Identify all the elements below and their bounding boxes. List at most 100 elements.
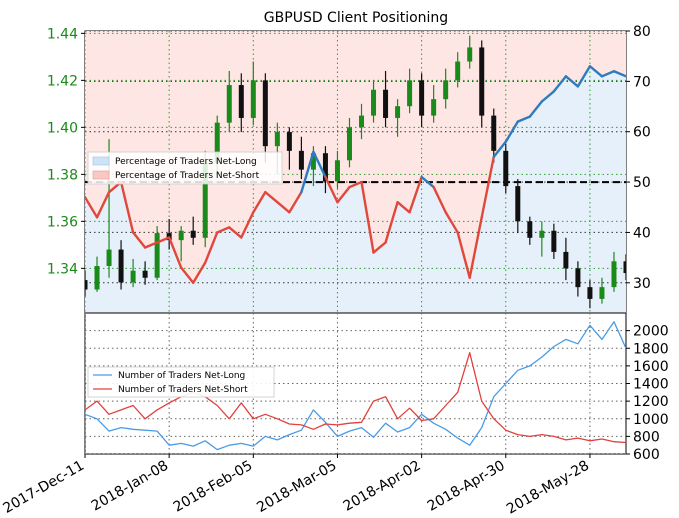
candle-body bbox=[611, 261, 617, 288]
net-long-percent-segment bbox=[552, 75, 568, 93]
net-long-percent-segment bbox=[300, 150, 315, 194]
candle-body bbox=[118, 249, 124, 283]
candle-body bbox=[479, 47, 485, 116]
candle-body bbox=[142, 270, 148, 278]
net-long-percent-segment bbox=[143, 241, 159, 249]
candle-body bbox=[85, 280, 88, 290]
candle-body bbox=[250, 80, 256, 118]
candle-body bbox=[575, 268, 581, 288]
net-long-percent-segment bbox=[432, 185, 447, 214]
percent-tick-label: 80 bbox=[633, 24, 651, 40]
candle-body bbox=[623, 261, 626, 274]
candle-body bbox=[310, 153, 316, 170]
candle-body bbox=[539, 230, 545, 238]
net-long-percent-segment bbox=[480, 155, 495, 219]
net-long-percent-area bbox=[85, 66, 626, 313]
price-panel: 1.34 1.36 1.38 1.40 1.42 1.44 30 40 50 60 70 80 Pe… bbox=[47, 24, 651, 314]
net-long-percent-segment bbox=[360, 180, 375, 254]
candle-body bbox=[419, 80, 425, 116]
percent-axis: 30 40 50 60 70 80 bbox=[626, 24, 651, 292]
candle-body bbox=[130, 270, 136, 283]
net-long-percent-segment bbox=[564, 75, 580, 88]
percent-area-layer bbox=[85, 31, 626, 313]
count-panel-legend: Number of Traders Net-Long Number of Tra… bbox=[87, 366, 275, 398]
candle-body bbox=[395, 106, 401, 118]
net-long-percent-segment bbox=[420, 175, 435, 189]
percent-tick-label: 40 bbox=[633, 225, 651, 241]
candle-body bbox=[551, 230, 557, 252]
net-long-percent-segment bbox=[456, 231, 471, 279]
candle-body bbox=[274, 132, 280, 147]
price-grid bbox=[85, 31, 626, 313]
net-long-percent-segment bbox=[468, 216, 483, 279]
candle-body bbox=[226, 85, 232, 123]
net-long-percent-segment bbox=[252, 190, 267, 214]
candle-body bbox=[94, 266, 100, 290]
count-lines bbox=[85, 321, 626, 451]
net-long-percent-segment bbox=[372, 241, 387, 254]
candle-body bbox=[491, 115, 497, 151]
net-long-percent-segment bbox=[119, 180, 135, 234]
net-long-percent-segment bbox=[576, 65, 592, 88]
date-axis: 2017-Dec-11 2018-Jan-08 2018-Feb-05 2018-Ma… bbox=[1, 454, 592, 518]
candle-body bbox=[286, 132, 292, 151]
count-tick-label: 600 bbox=[633, 447, 660, 463]
net-long-percent-segment bbox=[155, 236, 171, 244]
date-tick-label: 2018-Jan-08 bbox=[89, 458, 171, 515]
candle-body bbox=[238, 85, 244, 118]
net-short-count-line bbox=[85, 352, 626, 444]
candle-body bbox=[214, 122, 220, 163]
percent-tick-label: 70 bbox=[633, 74, 651, 90]
date-tick-label: 2018-Apr-30 bbox=[425, 458, 508, 515]
net-long-percent-segment bbox=[612, 70, 626, 78]
net-long-percent-segment bbox=[516, 115, 532, 123]
candle-body bbox=[587, 287, 593, 299]
net-long-percent-segment bbox=[384, 201, 399, 244]
legend-swatch-net-long-percent bbox=[92, 156, 110, 166]
net-long-percent-segment bbox=[600, 70, 616, 78]
legend-label-net-short-percent: Percentage of Traders Net-Short bbox=[115, 171, 260, 181]
net-long-percent-segment bbox=[131, 231, 147, 249]
net-long-count-line bbox=[85, 321, 626, 451]
candle-body bbox=[599, 287, 605, 299]
date-tick-label: 2018-Apr-02 bbox=[341, 458, 424, 515]
net-long-percent-segment bbox=[204, 231, 219, 264]
candle-body bbox=[371, 89, 377, 116]
date-tick-label: 2017-Dec-11 bbox=[1, 458, 87, 517]
candle-body bbox=[467, 47, 473, 62]
net-long-percent-segment bbox=[288, 190, 303, 214]
net-long-percent-segment bbox=[408, 175, 423, 214]
candle-body bbox=[359, 115, 365, 128]
net-long-percent-segment bbox=[276, 201, 291, 214]
net-long-percent-segment bbox=[264, 190, 279, 204]
candle-body bbox=[443, 80, 449, 100]
net-long-percent-segment bbox=[95, 190, 111, 219]
net-long-percent-segment bbox=[492, 140, 507, 159]
candle-body bbox=[106, 249, 112, 266]
candle-body bbox=[503, 150, 509, 187]
net-long-percent-segment bbox=[504, 120, 519, 143]
net-short-percent-area bbox=[85, 31, 626, 283]
price-tick-label: 1.36 bbox=[47, 214, 78, 230]
net-long-percent-segment bbox=[228, 226, 243, 239]
candle-body bbox=[563, 251, 569, 269]
candle-body bbox=[383, 89, 389, 118]
price-tick-label: 1.40 bbox=[47, 120, 78, 136]
net-long-percent-segment bbox=[85, 195, 99, 219]
date-tick-label: 2018-Mar-05 bbox=[254, 458, 339, 516]
legend-label-net-long-count: Number of Traders Net-Long bbox=[118, 371, 245, 381]
candle-body bbox=[154, 233, 160, 278]
net-long-percent-segment bbox=[179, 266, 195, 284]
candle-body bbox=[262, 80, 268, 147]
count-tick-label: 800 bbox=[633, 429, 660, 445]
price-panel-legend: Percentage of Traders Net-Long Percentag… bbox=[87, 151, 283, 185]
date-tick-label: 2018-Feb-05 bbox=[171, 458, 256, 516]
legend-label-net-long-percent: Percentage of Traders Net-Long bbox=[115, 157, 257, 167]
count-panel-legend-box bbox=[87, 366, 275, 398]
net-long-percent-segment bbox=[348, 180, 363, 189]
candle-body bbox=[322, 153, 328, 182]
price-tick-label: 1.34 bbox=[47, 261, 78, 277]
